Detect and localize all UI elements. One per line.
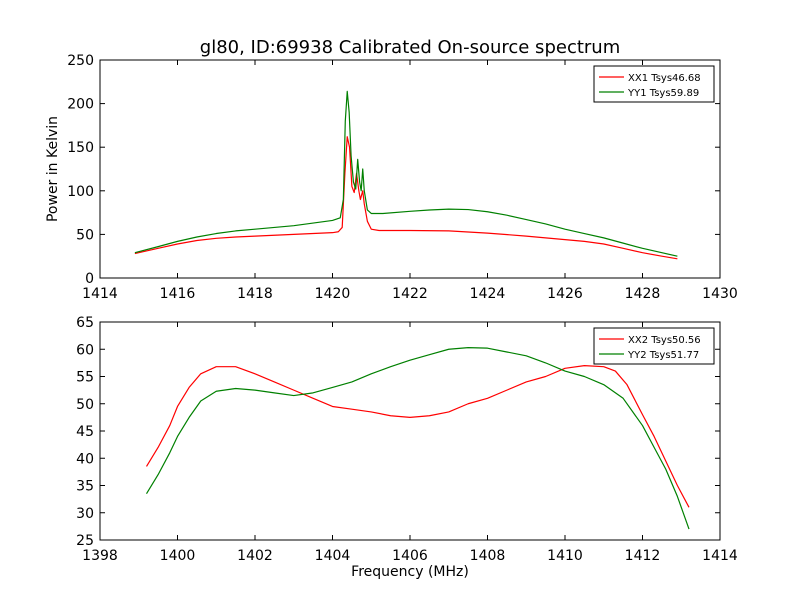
x-tick-label: 1412 (625, 548, 661, 564)
y-tick-label: 50 (76, 227, 94, 243)
y-tick-label: 200 (67, 97, 94, 113)
legend-entry-1: XX2 Tsys50.56 (628, 335, 701, 346)
legend: XX1 Tsys46.68 YY1 Tsys59.89 (593, 65, 715, 103)
series-line-2 (134, 90, 678, 257)
legend: XX2 Tsys50.56 YY2 Tsys51.77 (593, 327, 715, 365)
x-tick-label: 1404 (315, 548, 351, 564)
y-tick-label: 65 (76, 315, 94, 331)
x-tick-label: 1406 (392, 548, 428, 564)
x-tick-label: 1408 (470, 548, 506, 564)
x-tick-label: 1428 (625, 286, 661, 302)
x-tick-label: 1400 (160, 548, 196, 564)
plot-1: 1414 1416 1418 1420 1422 1424 1426 1428 1430 0 50 1… (45, 53, 738, 302)
x-tick-label: 1424 (470, 286, 506, 302)
legend-entry-1: XX1 Tsys46.68 (628, 73, 701, 84)
series-line-1 (145, 365, 690, 508)
y-tick-label: 250 (67, 53, 94, 69)
y-tick-label: 0 (85, 271, 94, 287)
legend-frame (593, 65, 715, 103)
y-tick-label: 55 (76, 370, 94, 386)
legend-frame (593, 327, 715, 365)
y-tick-label: 60 (76, 342, 94, 358)
x-tick-label: 1422 (392, 286, 428, 302)
x-tick-label: 1414 (82, 286, 118, 302)
plot-2: 1398 1400 1402 1404 1406 1408 1410 1412 1414 25 30… (76, 315, 738, 580)
legend-entry-2: YY1 Tsys59.89 (627, 88, 699, 99)
x-tick-label: 1426 (547, 286, 583, 302)
y-axis-label: Power in Kelvin (45, 116, 61, 222)
y-tick-label: 100 (67, 184, 94, 200)
y-tick-label: 40 (76, 451, 94, 467)
series-line-2 (145, 347, 690, 530)
y-tick-label: 25 (76, 533, 94, 549)
x-tick-label: 1398 (82, 548, 118, 564)
legend-entry-2: YY2 Tsys51.77 (627, 350, 699, 361)
x-tick-label: 1416 (160, 286, 196, 302)
x-tick-label: 1402 (237, 548, 273, 564)
chart-title: gl80, ID:69938 Calibrated On-source spec… (200, 37, 620, 58)
y-tick-label: 35 (76, 479, 94, 495)
x-axis-label: Frequency (MHz) (351, 564, 469, 580)
y-tick-label: 30 (76, 506, 94, 522)
x-tick-label: 1430 (702, 286, 738, 302)
y-tick-label: 45 (76, 424, 94, 440)
y-tick-label: 50 (76, 397, 94, 413)
x-tick-label: 1420 (315, 286, 351, 302)
x-tick-label: 1414 (702, 548, 738, 564)
charts: 1414 1416 1418 1420 1422 1424 1426 1428 14300501… (45, 53, 738, 580)
y-tick-label: 150 (67, 140, 94, 156)
x-tick-label: 1418 (237, 286, 273, 302)
x-tick-label: 1410 (547, 548, 583, 564)
